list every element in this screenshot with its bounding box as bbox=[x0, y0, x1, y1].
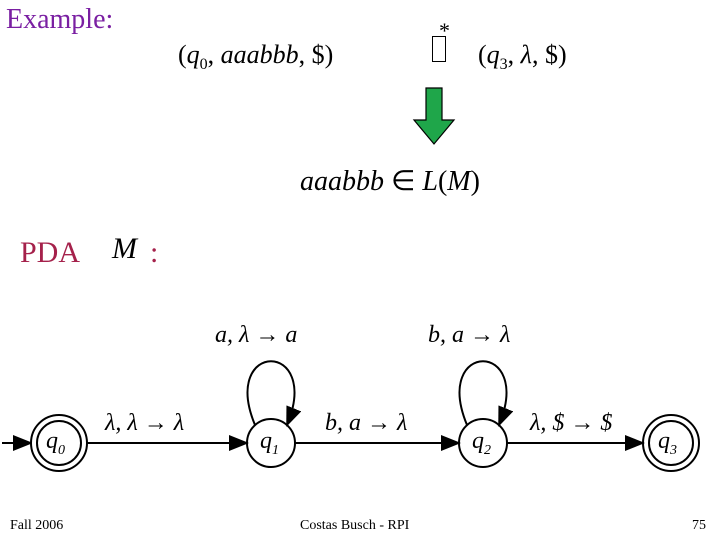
trans-q2-q3: λ, $ → $ bbox=[530, 410, 612, 437]
footer-left: Fall 2006 bbox=[10, 518, 63, 534]
trans-q0-q1: λ, λ → λ bbox=[105, 410, 184, 437]
loop-q2 bbox=[460, 361, 507, 425]
label-q0: q0 bbox=[46, 428, 65, 459]
label-q3: q3 bbox=[658, 428, 677, 459]
label-q1: q1 bbox=[260, 428, 279, 459]
label-q2: q2 bbox=[472, 428, 491, 459]
footer-right: 75 bbox=[692, 518, 706, 534]
trans-loop-q2: b, a → λ bbox=[428, 322, 510, 349]
trans-loop-q1: a, λ → a bbox=[215, 322, 297, 349]
pda-diagram bbox=[0, 0, 720, 520]
footer-center: Costas Busch - RPI bbox=[300, 518, 409, 534]
loop-q1 bbox=[248, 361, 295, 425]
trans-q1-q2: b, a → λ bbox=[325, 410, 407, 437]
